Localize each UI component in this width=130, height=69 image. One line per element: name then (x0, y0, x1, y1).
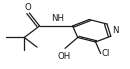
Text: OH: OH (57, 52, 70, 61)
Text: NH: NH (51, 14, 64, 23)
Text: O: O (25, 3, 31, 12)
Text: Cl: Cl (102, 49, 110, 58)
Text: N: N (112, 26, 119, 35)
